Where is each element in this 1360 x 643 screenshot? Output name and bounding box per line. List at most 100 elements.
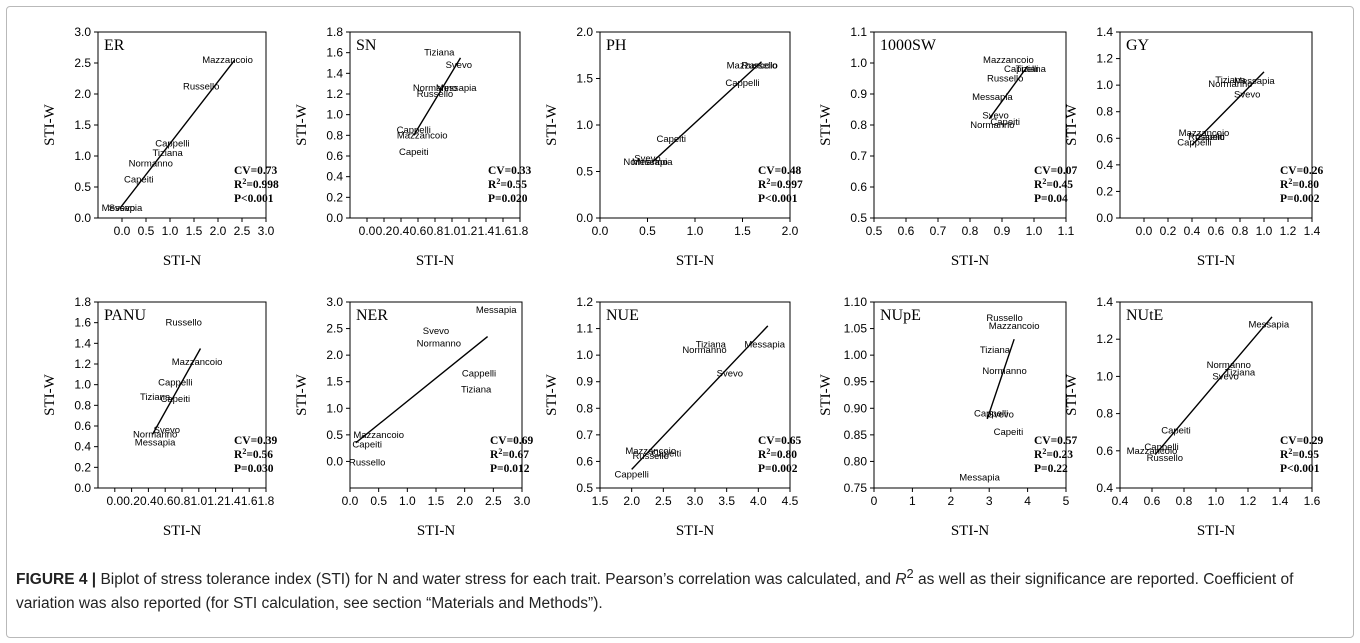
x-tick-label: 1 [909,494,916,508]
x-tick-label: 2.5 [234,224,251,238]
y-tick-label: 1.4 [326,66,343,80]
point-label-capeiti: Capeiti [1161,425,1191,436]
y-tick-label: 0.6 [1096,444,1113,458]
x-tick-label: 1.4 [224,494,241,508]
x-tick-label: 3.0 [687,494,704,508]
x-tick-label: 1.5 [592,494,609,508]
point-label-messapia: Messapia [476,305,517,316]
point-label-svevo: Svevo [982,111,1008,122]
x-tick-label: 0.2 [1160,224,1177,238]
point-label-russello: Russello [183,82,219,93]
panel-title: ER [104,37,125,54]
stat-r2-sup: 2 [1042,177,1046,186]
y-tick-label: 0.4 [74,440,91,454]
point-label-capeiti: Capeiti [990,117,1020,128]
y-tick-label: 1.2 [576,295,593,309]
x-tick-label: 1.6 [1304,494,1321,508]
panel-ner: 0.0 0.5 1.0 1.5 2.0 2.5 3.0 0.0 0.5 1.0 1.5 2.0 2.5 3… [294,295,534,539]
y-tick-label: 1.10 [844,295,868,309]
stat-r2-value: =0.23 [1046,449,1073,461]
y-tick-label: 0.6 [576,454,593,468]
point-label-tiziana: Tiziana [152,148,183,159]
y-axis-label: STI-W [294,373,310,415]
panel-nupe: 0 1 2 3 4 5 0.75 0.80 0.85 0.90 0.95 1.00 1.05 1.10 ST… [818,295,1078,539]
stat-r2-sup: 2 [1288,447,1292,456]
point-label-svevo: Svevo [109,203,135,214]
y-tick-label: 1.6 [326,46,343,60]
panel-panu: 0.0 0.2 0.4 0.6 0.8 1.0 1.2 1.4 1.6 1.80.00.20.40… [42,295,278,539]
x-tick-label: 1.0 [687,224,704,238]
stat-r2-sup: 2 [766,447,770,456]
x-tick-label: 1.5 [428,494,445,508]
y-tick-label: 0.4 [1096,158,1113,172]
x-axis-label: STI-N [163,253,201,269]
point-label-mazzancoio: Mazzancoio [625,446,676,457]
point-label-mazzancoio: Mazzancoio [983,55,1034,66]
stat-r2-prefix: R [1034,449,1043,461]
stat-r2-prefix: R [490,449,499,461]
point-label-messapia: Messapia [972,92,1013,103]
point-label-cappelli: Cappelli [1177,137,1211,148]
y-tick-label: 2.5 [74,56,91,70]
regression-line [651,61,762,163]
regression-line [988,65,1029,120]
y-tick-label: 1.0 [576,118,593,132]
x-axis-label: STI-N [1197,253,1235,269]
panel-ph: 0.0 0.5 1.0 1.5 2.0 0.0 0.5 1.0 1.5 2.0 STI-N STI-W… [544,25,803,269]
point-label-svevo: Svevo [423,326,449,337]
regression-line [355,335,489,444]
stat-r2: R2=0.67 [490,447,529,461]
x-tick-label: 1.5 [734,224,751,238]
point-label-messapia: Messapia [632,157,673,168]
x-tick-label: 0.0 [1136,224,1153,238]
y-tick-label: 1.0 [850,56,867,70]
point-label-normanno: Normanno [129,158,173,169]
stat-cv: CV=0.07 [1034,165,1078,177]
stat-r2: R2=0.998 [234,177,279,191]
x-tick-label: 0.5 [866,224,883,238]
x-tick-label: 4.5 [782,494,799,508]
point-label-tiziana: Tiziana [1016,64,1047,75]
x-tick-label: 1.0 [190,494,207,508]
y-tick-label: 0.0 [326,454,343,468]
panel-title: PANU [104,307,147,324]
figure-frame [6,6,1354,638]
stat-r2-sup: 2 [242,447,246,456]
y-axis-label: STI-W [42,103,58,145]
stat-p: P<0.001 [758,193,798,205]
y-tick-label: 0.8 [850,118,867,132]
point-label-svevo: Svevo [1212,371,1238,382]
point-label-normanno: Normanno [623,157,667,168]
stat-p: P=0.22 [1034,463,1068,475]
x-tick-label: 0.4 [393,224,410,238]
x-tick-label: 0.8 [962,224,979,238]
x-tick-label: 1.8 [258,494,275,508]
stat-r2: R2=0.56 [234,447,273,461]
point-label-normanno: Normanno [982,366,1026,377]
stat-cv: CV=0.69 [490,435,534,447]
point-label-svevo: Svevo [1234,89,1260,100]
x-tick-label: 0.4 [1184,224,1201,238]
y-tick-label: 1.0 [1096,369,1113,383]
stat-r2: R2=0.95 [1280,447,1319,461]
regression-line [986,338,1015,420]
regression-line [151,348,202,435]
x-tick-label: 1.8 [512,224,529,238]
x-tick-label: 2.0 [782,224,799,238]
point-label-mazzancoio: Mazzancoio [202,55,253,66]
y-tick-label: 0.8 [576,401,593,415]
stat-r2-prefix: R [758,449,767,461]
x-tick-label: 1.2 [1240,494,1257,508]
stat-r2-prefix: R [758,179,767,191]
x-tick-label: 1.6 [241,494,258,508]
y-tick-label: 2.0 [74,87,91,101]
y-axis-label: STI-W [544,373,560,415]
x-tick-label: 0.2 [123,494,140,508]
point-label-russello: Russello [165,318,201,329]
stat-r2: R2=0.80 [758,447,797,461]
y-tick-label: 0.0 [576,211,593,225]
x-tick-label: 0.5 [138,224,155,238]
point-label-russello: Russello [349,457,385,468]
x-tick-label: 1.1 [1058,224,1075,238]
x-tick-label: 0.9 [994,224,1011,238]
